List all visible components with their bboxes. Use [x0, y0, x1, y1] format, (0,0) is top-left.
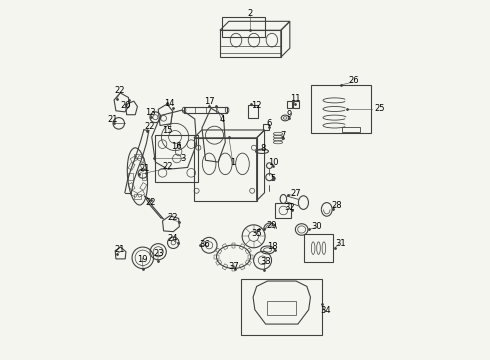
- Text: 22: 22: [144, 122, 154, 131]
- Bar: [128, 162, 135, 170]
- Text: 22: 22: [146, 198, 156, 207]
- Bar: [214, 255, 219, 258]
- Text: 29: 29: [266, 221, 276, 230]
- Bar: [140, 162, 147, 170]
- Bar: [134, 194, 141, 199]
- Bar: [242, 279, 322, 335]
- Text: 35: 35: [251, 229, 262, 238]
- Bar: [247, 105, 258, 118]
- Text: 2: 2: [248, 9, 253, 18]
- Bar: [221, 17, 265, 37]
- Text: 13: 13: [145, 108, 155, 117]
- Text: 11: 11: [290, 94, 300, 103]
- Bar: [311, 85, 370, 134]
- Bar: [130, 190, 138, 197]
- Text: 21: 21: [114, 246, 125, 255]
- Text: 1: 1: [230, 158, 236, 167]
- Bar: [184, 107, 227, 113]
- Text: 21: 21: [107, 115, 118, 124]
- Text: 24: 24: [168, 234, 178, 243]
- Bar: [239, 264, 245, 270]
- Bar: [232, 266, 235, 271]
- Bar: [222, 264, 228, 270]
- Text: 22: 22: [167, 213, 178, 222]
- Text: 32: 32: [285, 203, 295, 212]
- Text: 36: 36: [199, 240, 210, 249]
- Bar: [220, 30, 281, 57]
- Text: 26: 26: [348, 76, 359, 85]
- Text: 6: 6: [267, 119, 272, 128]
- Bar: [239, 244, 245, 250]
- Text: 8: 8: [261, 144, 266, 153]
- Text: 4: 4: [220, 115, 225, 124]
- Bar: [216, 248, 222, 254]
- Bar: [342, 127, 360, 132]
- Text: 25: 25: [374, 104, 385, 113]
- Text: 22: 22: [162, 162, 173, 171]
- Bar: [287, 101, 293, 108]
- Bar: [222, 244, 228, 250]
- Text: 3: 3: [180, 154, 185, 163]
- Bar: [142, 173, 147, 180]
- Text: 28: 28: [331, 201, 342, 210]
- Bar: [140, 183, 147, 190]
- Bar: [245, 248, 251, 254]
- Text: 17: 17: [204, 97, 215, 106]
- Text: 15: 15: [162, 126, 172, 135]
- Text: 19: 19: [137, 255, 147, 264]
- Bar: [155, 135, 198, 182]
- Text: 10: 10: [269, 158, 279, 167]
- Bar: [232, 243, 235, 248]
- Text: 14: 14: [165, 99, 175, 108]
- Bar: [130, 156, 138, 162]
- Bar: [134, 154, 141, 158]
- Text: 18: 18: [268, 242, 278, 251]
- Text: 20: 20: [121, 101, 131, 110]
- Bar: [275, 203, 291, 219]
- Bar: [194, 138, 257, 201]
- Text: 37: 37: [228, 262, 239, 271]
- Text: 23: 23: [153, 249, 164, 258]
- Bar: [137, 190, 145, 197]
- Text: 12: 12: [251, 101, 262, 110]
- Text: 5: 5: [270, 174, 275, 183]
- Bar: [128, 173, 133, 180]
- Bar: [137, 156, 145, 162]
- Text: 9: 9: [287, 110, 292, 119]
- Text: 7: 7: [280, 131, 285, 140]
- Bar: [263, 124, 269, 130]
- Text: 21: 21: [139, 164, 150, 173]
- Bar: [245, 260, 251, 265]
- Text: 34: 34: [321, 306, 331, 315]
- Text: 27: 27: [290, 189, 300, 198]
- Text: 31: 31: [335, 239, 346, 248]
- Text: 16: 16: [171, 142, 181, 151]
- Text: 33: 33: [260, 257, 271, 266]
- Bar: [248, 255, 253, 258]
- Text: 30: 30: [312, 222, 322, 231]
- Bar: [216, 260, 222, 265]
- Bar: [294, 101, 299, 108]
- Text: 22: 22: [114, 86, 125, 95]
- Bar: [128, 183, 135, 190]
